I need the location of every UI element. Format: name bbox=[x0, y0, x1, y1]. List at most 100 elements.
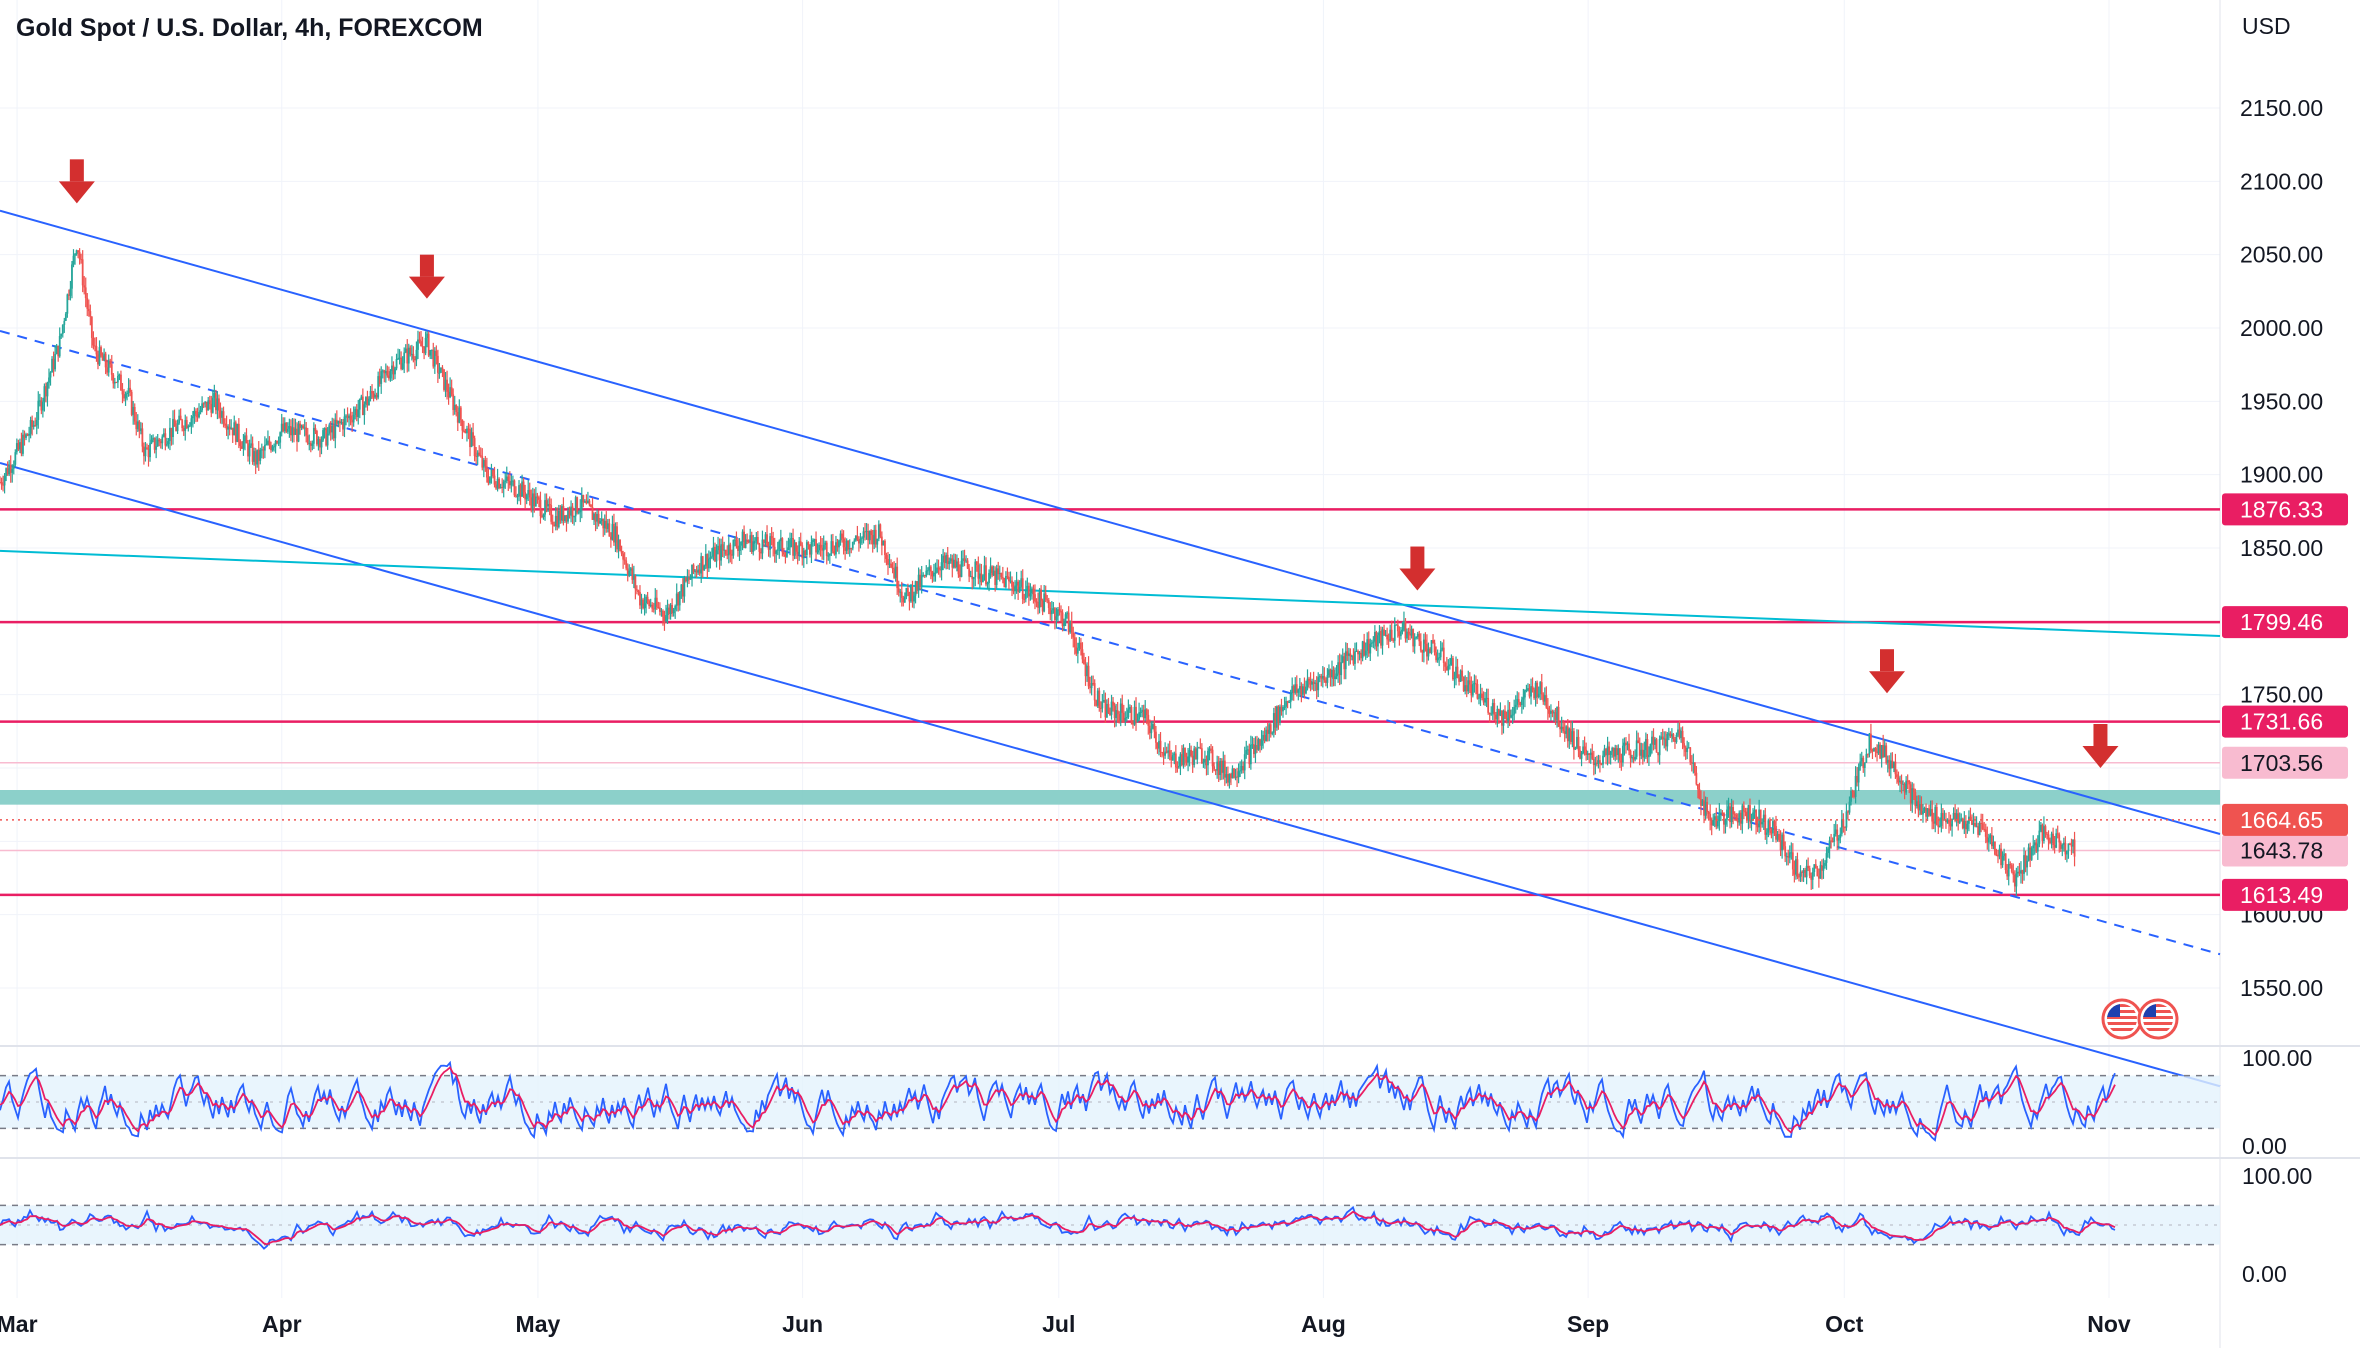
candle-body bbox=[2026, 860, 2028, 868]
candle-body bbox=[1251, 744, 1254, 746]
candle-body bbox=[701, 556, 704, 571]
candle-body bbox=[1399, 631, 1402, 637]
candle-body bbox=[81, 259, 84, 286]
candle-body bbox=[1118, 714, 1121, 722]
price-tick-label: 2000.00 bbox=[2240, 315, 2323, 341]
candle-body bbox=[1840, 819, 1843, 834]
candle-body bbox=[1436, 657, 1439, 661]
candle-body bbox=[123, 394, 125, 399]
candle-body bbox=[286, 428, 289, 432]
candle-body bbox=[691, 564, 693, 579]
candle-body bbox=[1969, 816, 1972, 820]
candle-body bbox=[146, 447, 148, 449]
candle-body bbox=[1497, 708, 1500, 716]
candle-body bbox=[1194, 748, 1197, 760]
candle-body bbox=[331, 425, 334, 433]
candle-body bbox=[1225, 774, 1228, 778]
candle-body bbox=[914, 581, 917, 596]
candle-body bbox=[847, 540, 850, 550]
candle-body bbox=[268, 440, 271, 446]
candle-body bbox=[1177, 765, 1180, 768]
candle-body bbox=[1775, 826, 1777, 840]
down-arrow-icon bbox=[408, 254, 445, 299]
candle-body bbox=[311, 443, 314, 446]
level-badge-bg bbox=[2222, 705, 2348, 738]
candle-body bbox=[573, 516, 576, 518]
candle-body bbox=[1211, 749, 1214, 767]
candle-body bbox=[1037, 602, 1039, 608]
candle-body bbox=[1197, 747, 1200, 749]
candle-body bbox=[787, 547, 790, 551]
month-label: Oct bbox=[1825, 1311, 1864, 1337]
candle-body bbox=[2039, 824, 2042, 831]
candle-body bbox=[1580, 753, 1583, 759]
candle-body bbox=[71, 264, 73, 289]
arrow-shaft bbox=[69, 159, 84, 182]
candle-body bbox=[991, 566, 994, 576]
candle-body bbox=[1246, 749, 1249, 751]
level-badge-bg bbox=[2222, 493, 2348, 526]
candle-body bbox=[441, 367, 444, 370]
candle-body bbox=[724, 549, 727, 555]
candle-body bbox=[1915, 801, 1918, 807]
candle-body bbox=[779, 538, 782, 542]
candle-body bbox=[711, 556, 713, 558]
candle-body bbox=[1112, 701, 1114, 706]
candle-body bbox=[1024, 590, 1027, 600]
candle-body bbox=[949, 558, 952, 562]
candle-body bbox=[640, 599, 643, 606]
candle-body bbox=[830, 541, 833, 554]
candle-body bbox=[1008, 576, 1010, 582]
candle-body bbox=[1519, 702, 1522, 706]
candle-body bbox=[792, 538, 794, 556]
candle-body bbox=[1168, 750, 1171, 757]
candle-body bbox=[658, 607, 661, 612]
candle-body bbox=[1254, 745, 1257, 755]
candle-body bbox=[1899, 780, 1901, 783]
candle-body bbox=[1004, 576, 1007, 588]
oscillator-pane-2[interactable] bbox=[0, 1204, 2220, 1250]
candle-body bbox=[1129, 707, 1131, 710]
candle-body bbox=[323, 428, 326, 431]
candle-body bbox=[1738, 812, 1741, 823]
candle-body bbox=[1981, 823, 1984, 829]
candle-body bbox=[276, 441, 279, 443]
candle-body bbox=[1984, 829, 1987, 837]
candle-body bbox=[845, 540, 848, 551]
candle-body bbox=[2012, 871, 2015, 875]
candle-body bbox=[386, 370, 389, 376]
candle-body bbox=[1543, 695, 1546, 702]
price-tick-label: 1850.00 bbox=[2240, 535, 2323, 561]
candle-body bbox=[1799, 871, 1802, 877]
candle-body bbox=[1282, 707, 1284, 712]
candle-body bbox=[1223, 760, 1226, 778]
oscillator-pane-1[interactable] bbox=[0, 1060, 2220, 1142]
candle-body bbox=[449, 387, 452, 398]
candle-body bbox=[562, 506, 565, 521]
last-price-badge-bg bbox=[2222, 803, 2348, 836]
candle-body bbox=[571, 506, 574, 517]
main-price-pane[interactable] bbox=[0, 159, 2221, 1088]
candle-body bbox=[865, 530, 868, 532]
candle-body bbox=[1171, 755, 1174, 761]
candle-body bbox=[1925, 807, 1927, 817]
candle-body bbox=[247, 443, 249, 457]
candle-body bbox=[1510, 715, 1513, 718]
candle-body bbox=[1485, 697, 1488, 699]
candle-body bbox=[326, 433, 329, 446]
candle-body bbox=[23, 434, 26, 438]
candle-body bbox=[1349, 653, 1352, 657]
candle-body bbox=[1331, 669, 1333, 678]
candle-body bbox=[2070, 845, 2073, 847]
candle-body bbox=[1072, 632, 1075, 638]
candle-body bbox=[735, 539, 738, 547]
candle-body bbox=[897, 588, 900, 593]
candle-body bbox=[1090, 682, 1093, 689]
candle-body bbox=[1069, 621, 1072, 633]
candle-body bbox=[861, 537, 863, 539]
candle-body bbox=[1507, 709, 1509, 721]
arrow-head bbox=[1869, 671, 1905, 694]
candle-body bbox=[72, 255, 75, 265]
candle-body bbox=[2013, 874, 2016, 887]
